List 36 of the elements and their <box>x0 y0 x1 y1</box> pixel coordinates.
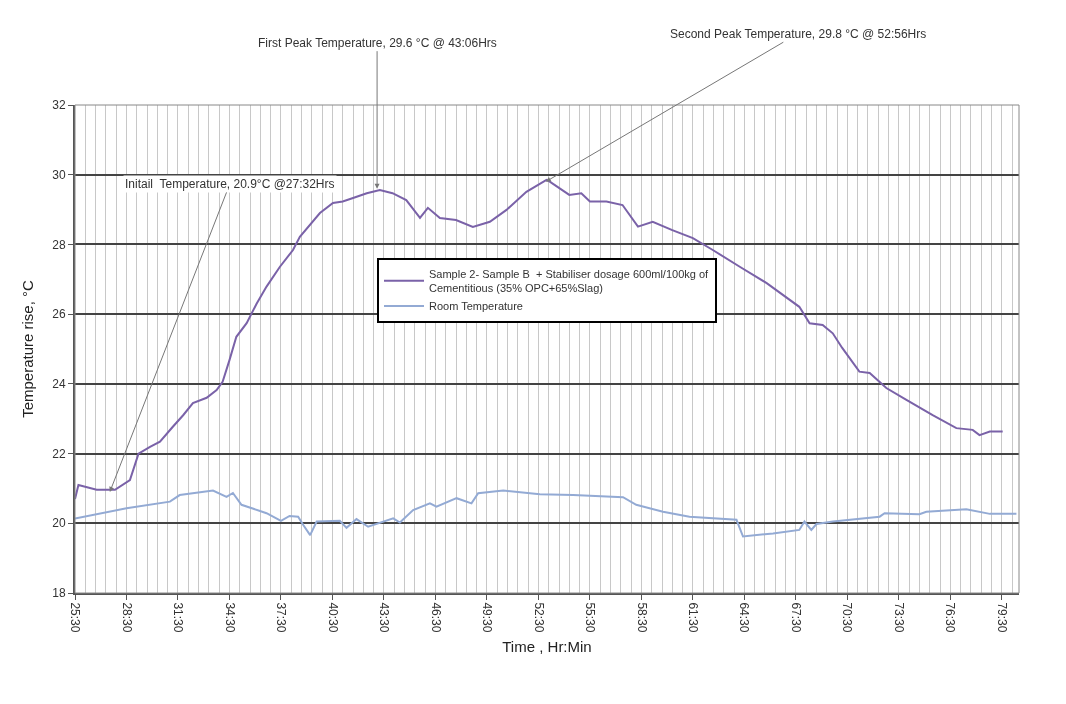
y-tick-label: 20 <box>52 516 66 531</box>
y-tick-label: 22 <box>52 446 66 461</box>
y-tick-label: 32 <box>52 98 66 113</box>
x-tick-label: 43:30 <box>377 602 392 633</box>
x-tick-label: 76:30 <box>943 602 958 633</box>
y-tick-label: 18 <box>52 586 66 601</box>
y-tick-label: 30 <box>52 167 66 182</box>
x-axis-title: Time , Hr:Min <box>502 638 592 656</box>
line-series <box>75 489 1018 538</box>
y-tick-label: 28 <box>52 237 66 252</box>
x-tick-label: 49:30 <box>480 602 495 633</box>
x-tick-label: 73:30 <box>891 602 906 633</box>
x-tick-label: 31:30 <box>171 602 186 633</box>
legend-label: Room Temperature <box>429 300 523 313</box>
x-tick-label: 40:30 <box>325 602 340 633</box>
x-tick-label: 46:30 <box>428 602 443 633</box>
x-tick-label: 55:30 <box>583 602 598 633</box>
x-tick-label: 61:30 <box>685 602 700 633</box>
y-tick-label: 26 <box>52 307 66 322</box>
x-tick-label: 34:30 <box>222 602 237 633</box>
annotation: Initail Temperature, 20.9°C @27:32Hrs <box>125 177 335 191</box>
x-tick-label: 25:30 <box>68 602 83 633</box>
legend-label: Sample 2- Sample B + Stabiliser dosage 600ml/100kg of Cementitious (35% OPC+65%Slag) <box>429 267 710 295</box>
x-tick-label: 67:30 <box>788 602 803 633</box>
x-tick-label: 64:30 <box>737 602 752 633</box>
line-series <box>75 177 1004 500</box>
annotation: Second Peak Temperature, 29.8 °C @ 52:56Hrs <box>670 27 927 41</box>
y-tick-label: 24 <box>52 377 66 392</box>
x-tick-label: 58:30 <box>634 602 649 633</box>
x-tick-label: 28:30 <box>119 602 134 633</box>
x-tick-label: 52:30 <box>531 602 546 633</box>
annotation: First Peak Temperature, 29.6 °C @ 43:06Hrs <box>258 36 497 50</box>
y-axis-title: Temperature rise, °C <box>18 279 36 418</box>
x-tick-label: 70:30 <box>840 602 855 633</box>
x-tick-label: 37:30 <box>274 602 289 633</box>
x-tick-label: 79:30 <box>994 602 1009 633</box>
